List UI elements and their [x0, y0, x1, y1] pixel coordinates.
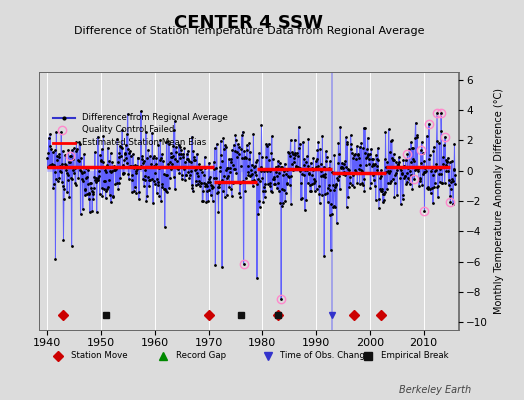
Text: Estimated Station Mean Bias: Estimated Station Mean Bias [82, 138, 206, 147]
Text: Record Gap: Record Gap [176, 351, 226, 360]
Text: Difference of Station Temperature Data from Regional Average: Difference of Station Temperature Data f… [74, 26, 424, 36]
Text: Berkeley Earth: Berkeley Earth [399, 385, 472, 395]
Text: Empirical Break: Empirical Break [381, 351, 449, 360]
Text: Time of Obs. Change: Time of Obs. Change [280, 351, 370, 360]
Text: Station Move: Station Move [71, 351, 127, 360]
Text: Quality Control Failed: Quality Control Failed [82, 126, 174, 134]
Y-axis label: Monthly Temperature Anomaly Difference (°C): Monthly Temperature Anomaly Difference (… [494, 88, 504, 314]
Text: Difference from Regional Average: Difference from Regional Average [82, 114, 227, 122]
Text: CENTER 4 SSW: CENTER 4 SSW [174, 14, 323, 32]
